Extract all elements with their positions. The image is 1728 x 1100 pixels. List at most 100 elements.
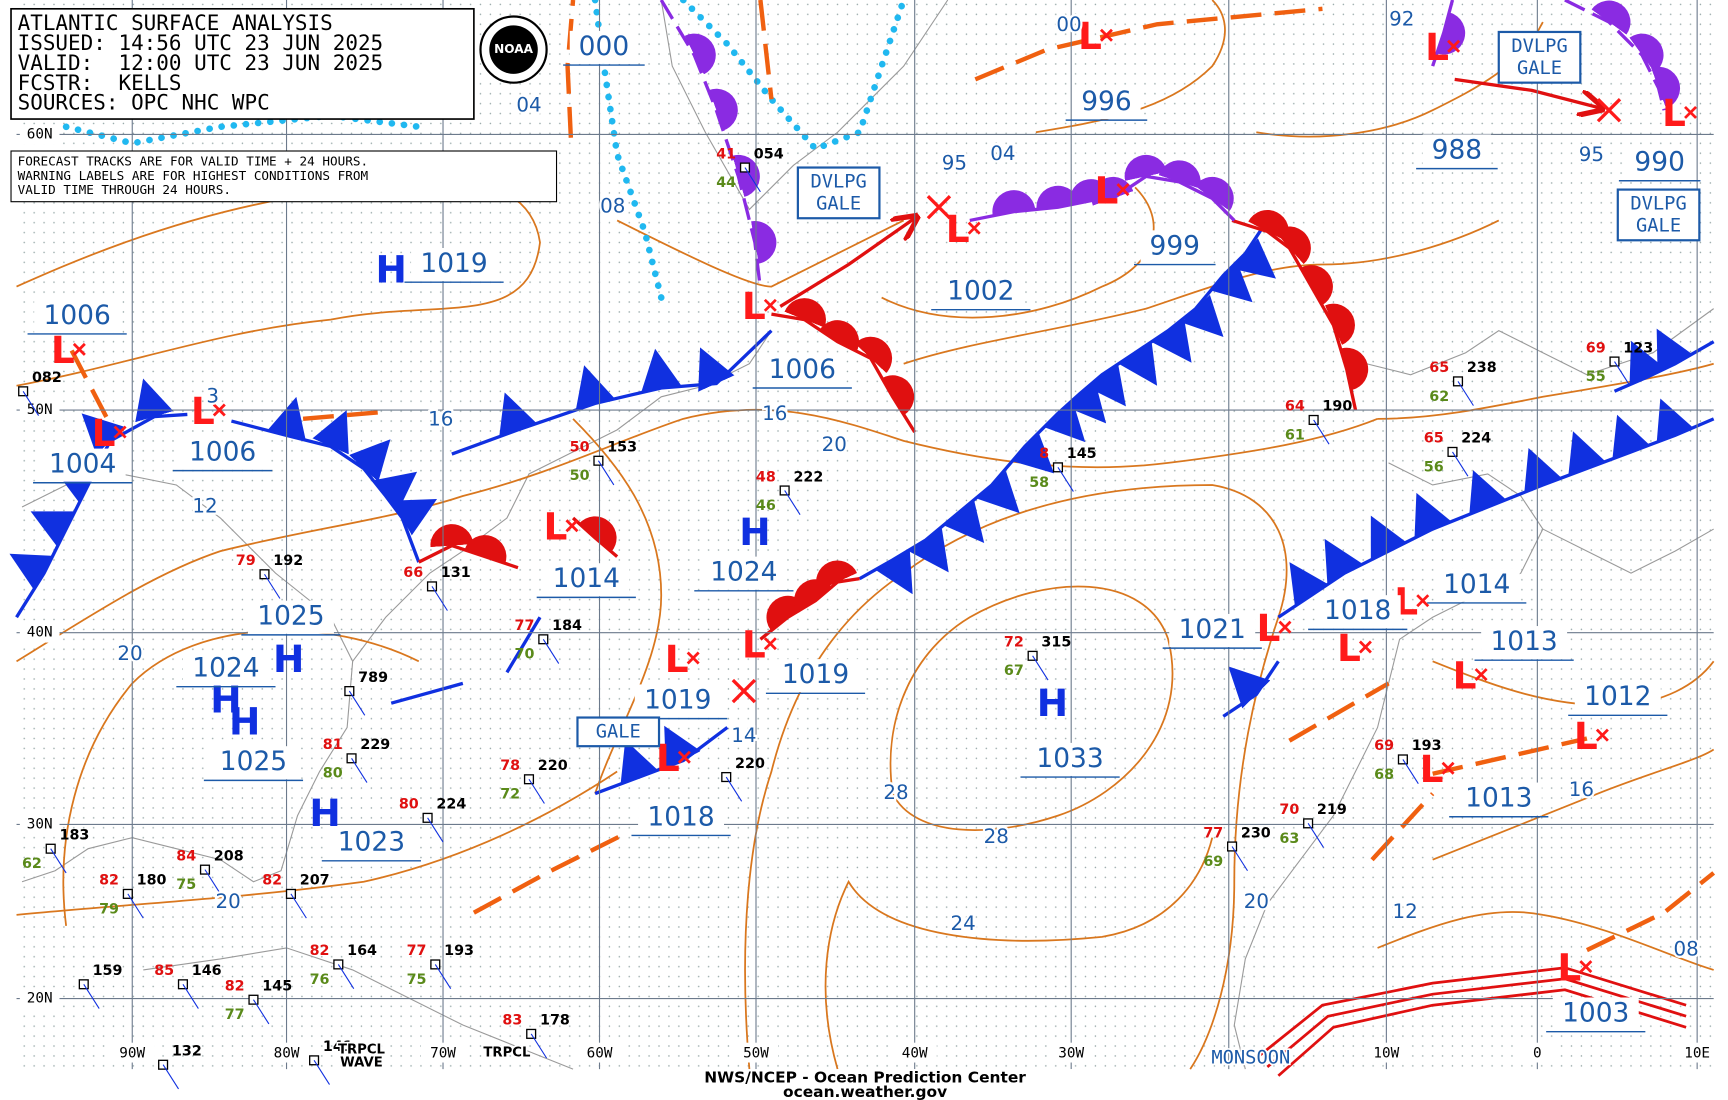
low-x bbox=[1447, 39, 1461, 53]
pressure-label: 1021 bbox=[1179, 614, 1246, 645]
station-temperature: 69 bbox=[1374, 738, 1394, 754]
low-center: L bbox=[1662, 91, 1686, 135]
forecast-low-x bbox=[731, 678, 757, 704]
station-temperature: 85 bbox=[154, 963, 174, 979]
low-x bbox=[1684, 105, 1698, 119]
high-center: H bbox=[273, 637, 304, 681]
pressure-label-box bbox=[247, 600, 334, 634]
feature-label: TRPCL bbox=[338, 1042, 386, 1057]
pressure-label: 00 bbox=[1056, 13, 1081, 36]
low-center: L bbox=[1337, 626, 1361, 670]
pressure-label: 14 bbox=[731, 724, 756, 747]
pressure-label-box bbox=[210, 746, 297, 780]
warning-box bbox=[796, 166, 881, 220]
pressure-label-box bbox=[700, 556, 787, 590]
footer-background bbox=[617, 1069, 1114, 1100]
pressure-label: 08 bbox=[600, 195, 625, 218]
note-line: VALID TIME THROUGH 24 HOURS. bbox=[18, 182, 231, 197]
wind-barb bbox=[337, 964, 355, 989]
station-pressure: 193 bbox=[1412, 738, 1442, 754]
pressure-label: 12 bbox=[192, 495, 217, 518]
lat-label-box bbox=[19, 124, 60, 145]
pressure-label-box bbox=[759, 353, 846, 387]
lon-label-box bbox=[1049, 1042, 1094, 1063]
wind-barb bbox=[1402, 759, 1419, 784]
station-pressure: 224 bbox=[1461, 431, 1491, 447]
station-temperature: 41 bbox=[716, 146, 736, 162]
station-dewpoint: 46 bbox=[756, 498, 776, 514]
low-center: L bbox=[1453, 653, 1477, 697]
station-dewpoint: 62 bbox=[1429, 389, 1449, 405]
warning-label: GALE bbox=[596, 721, 641, 742]
station-temperature: 83 bbox=[502, 1013, 522, 1029]
station-pressure: 145 bbox=[262, 978, 292, 994]
warning-label: DVLPG bbox=[1511, 36, 1567, 57]
station-dewpoint: 44 bbox=[716, 175, 736, 191]
low-center: L bbox=[1557, 945, 1581, 989]
warning-label: GALE bbox=[1636, 215, 1681, 236]
warning-box bbox=[1497, 30, 1582, 84]
pressure-label: 16 bbox=[762, 402, 787, 425]
note-line: WARNING LABELS ARE FOR HIGHEST CONDITION… bbox=[18, 168, 369, 183]
wind-barb bbox=[431, 586, 448, 611]
pressure-label: 1018 bbox=[1324, 595, 1391, 626]
pressure-label: 1019 bbox=[782, 659, 849, 690]
lon-label-box bbox=[577, 1042, 622, 1063]
wind-barb bbox=[83, 983, 100, 1009]
station-pressure: 054 bbox=[754, 146, 784, 162]
lat-label: 20N bbox=[27, 991, 53, 1007]
wind-barb bbox=[162, 1064, 179, 1090]
low-x bbox=[1441, 761, 1455, 775]
low-center: L bbox=[191, 389, 215, 433]
wind-barb bbox=[313, 1060, 330, 1085]
station-pressure: 238 bbox=[1467, 360, 1497, 376]
pressure-label-box bbox=[1072, 85, 1141, 120]
pressure-label: 1024 bbox=[710, 557, 777, 588]
pressure-label-box bbox=[543, 563, 630, 597]
lon-label: 60W bbox=[587, 1046, 613, 1062]
station-pressure: 164 bbox=[347, 943, 377, 959]
header-line: FCSTR: KELLS bbox=[18, 71, 182, 95]
station-pressure: 132 bbox=[172, 1044, 202, 1060]
station-temperature: 81 bbox=[323, 737, 343, 753]
wind-barb bbox=[1307, 823, 1325, 848]
pressure-label-box bbox=[34, 299, 121, 333]
low-center: L bbox=[1095, 168, 1119, 212]
pressure-label-box bbox=[182, 652, 269, 686]
pressure-label: 000 bbox=[579, 31, 629, 62]
pressure-label: 1002 bbox=[947, 276, 1014, 307]
pressure-label: 1025 bbox=[257, 601, 324, 632]
feature-label: WAVE bbox=[340, 1056, 383, 1071]
low-x bbox=[1416, 594, 1430, 608]
station-temperature: 64 bbox=[1285, 399, 1305, 415]
station-dewpoint: 76 bbox=[310, 972, 330, 988]
wind-barb bbox=[530, 1033, 548, 1059]
warning-box bbox=[1616, 188, 1701, 242]
wind-barb bbox=[127, 893, 144, 919]
station-temperature: 66 bbox=[403, 565, 423, 581]
wind-barb bbox=[351, 758, 368, 783]
wind-barb bbox=[434, 964, 452, 989]
station-pressure: 190 bbox=[1322, 399, 1352, 415]
station-temperature: 50 bbox=[570, 439, 590, 455]
wind-barb bbox=[725, 776, 743, 802]
low-x bbox=[967, 221, 981, 235]
wind-barb bbox=[427, 817, 444, 843]
wind-barb bbox=[348, 690, 366, 716]
pressure-label: 16 bbox=[428, 407, 453, 430]
station-dewpoint: 70 bbox=[515, 647, 535, 663]
note-frame bbox=[10, 150, 558, 203]
station-dewpoint: 69 bbox=[1203, 854, 1223, 870]
low-center: L bbox=[1425, 25, 1449, 69]
station-pressure: 220 bbox=[735, 756, 765, 772]
lon-label-box bbox=[1515, 1042, 1560, 1063]
station-dewpoint: 62 bbox=[22, 856, 42, 872]
station-pressure: 082 bbox=[32, 370, 62, 386]
wind-barb bbox=[1313, 419, 1330, 445]
wind-barb bbox=[528, 778, 545, 804]
pressure-label-box bbox=[937, 275, 1024, 309]
station-pressure: 159 bbox=[93, 963, 123, 979]
station-temperature: 84 bbox=[176, 848, 196, 864]
station-dewpoint: 77 bbox=[225, 1007, 245, 1023]
station-dewpoint: 61 bbox=[1285, 427, 1305, 443]
